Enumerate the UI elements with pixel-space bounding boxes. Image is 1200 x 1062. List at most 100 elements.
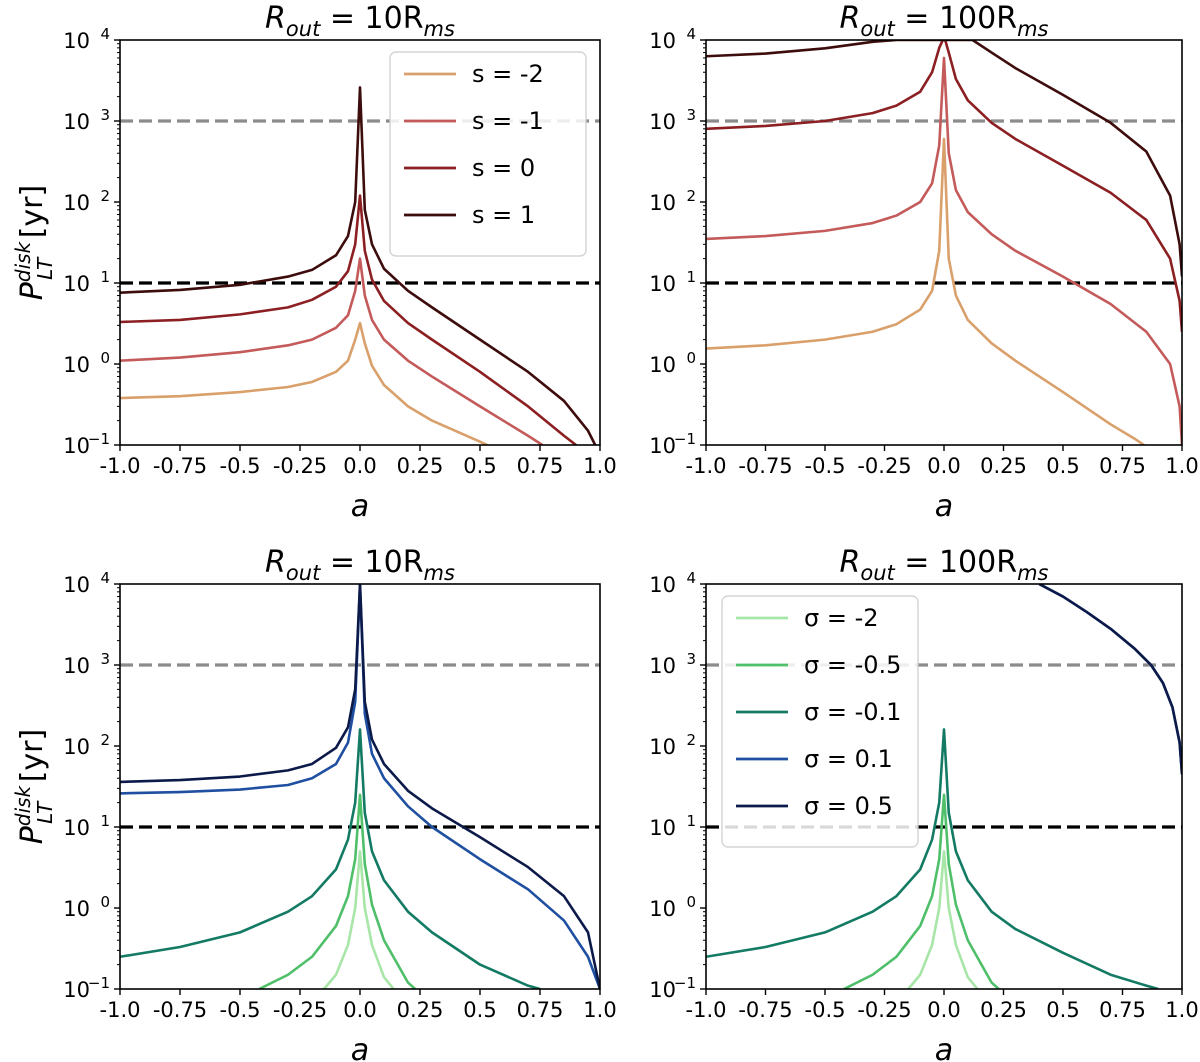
- panel-bottom-left: -1.0 -0.75 -0.5 -0.25 0.0 0.25 0.5 0.75 1.0 10−1 1…: [11, 545, 617, 1062]
- legend-box: [721, 595, 919, 848]
- panel-top-left: -1.0 -0.75 -0.5 -0.25 0.0 0.25 0.5 0.75 1.0 10−1 1…: [11, 1, 617, 524]
- series-line-s1-3: [120, 86, 597, 445]
- x-tick-label: -0.25: [273, 454, 327, 478]
- series-line-0.5-4: [1038, 584, 1182, 775]
- y-tick-label: 10−1: [63, 430, 110, 458]
- y-tick-label: 10 3: [649, 650, 696, 678]
- y-tick-label: 10 3: [649, 106, 696, 134]
- series-line-s-2-0: [120, 321, 488, 445]
- x-tick-label: -1.0: [686, 998, 727, 1022]
- x-tick-label: 0.25: [397, 454, 444, 478]
- panel-top-right: -1.0 -0.75 -0.5 -0.25 0.0 0.25 0.5 0.75 1.0 10−1 1…: [649, 1, 1198, 524]
- x-tick-label: -1.0: [686, 454, 727, 478]
- x-tick-label: -0.25: [857, 454, 911, 478]
- x-tick-label: 0.25: [397, 998, 444, 1022]
- x-tick-label: 0.0: [927, 454, 960, 478]
- series-line--2-0: [323, 850, 395, 989]
- y-tick-label: 10 4: [649, 569, 696, 597]
- legend-box: [389, 51, 587, 257]
- y-tick-label: 10 3: [63, 650, 110, 678]
- x-tick-label: 1.0: [583, 454, 616, 478]
- y-tick-label: 10 3: [63, 106, 110, 134]
- legend-label: σ = -0.1: [804, 698, 901, 726]
- legend: s = -2 s = -1 s = 0 s = 1: [389, 51, 587, 257]
- panel-title: Rout = 100Rms: [840, 1, 1049, 41]
- series-line--0.5-1: [843, 793, 1000, 989]
- series-line-s-1-1: [120, 257, 544, 445]
- x-tick-label: 0.25: [980, 454, 1027, 478]
- x-axis-label: a: [935, 489, 953, 524]
- y-tick-label: 10 0: [63, 893, 110, 921]
- y-axis-label: PdiskLT [yr]: [11, 729, 57, 844]
- x-tick-label: 1.0: [583, 998, 616, 1022]
- y-tick-label: 10 2: [649, 187, 696, 215]
- y-tick-label: 10 4: [649, 25, 696, 53]
- legend-label: σ = -0.5: [804, 651, 901, 679]
- legend-label: s = -1: [472, 107, 544, 135]
- x-tick-label: -0.25: [857, 998, 911, 1022]
- y-tick-label: 10 4: [63, 569, 110, 597]
- y-tick-label: 10 1: [63, 812, 110, 840]
- legend-label: s = 1: [472, 201, 535, 229]
- legend-label: σ = 0.1: [804, 745, 893, 773]
- series-group: [706, 584, 1182, 989]
- y-tick-label: 10 0: [649, 893, 696, 921]
- x-tick-label: 0.75: [1099, 998, 1146, 1022]
- x-tick-label: 0.5: [1046, 998, 1079, 1022]
- x-tick-label: -0.75: [738, 998, 792, 1022]
- x-tick-label: 0.75: [517, 454, 564, 478]
- y-tick-label: 10−1: [649, 430, 696, 458]
- panel-title: Rout = 100Rms: [840, 545, 1049, 585]
- series-group: [706, 40, 1182, 445]
- y-tick-label: 10−1: [649, 974, 696, 1002]
- y-tick-label: 10 1: [63, 268, 110, 296]
- x-tick-label: -0.5: [220, 998, 261, 1022]
- x-tick-label: 1.0: [1165, 998, 1198, 1022]
- axes-frame: [119, 583, 601, 990]
- x-tick-label: -0.75: [738, 454, 792, 478]
- x-tick-label: -0.5: [805, 454, 846, 478]
- x-tick-label: 0.5: [463, 454, 496, 478]
- y-tick-label: 10 2: [63, 187, 110, 215]
- series-line--0.1-2: [706, 728, 1159, 989]
- y-tick-label: 10 0: [63, 349, 110, 377]
- y-tick-label: 10 2: [63, 731, 110, 759]
- panel-title: Rout = 10Rms: [265, 1, 455, 41]
- legend-label: σ = 0.5: [804, 792, 893, 820]
- x-tick-label: -0.5: [220, 454, 261, 478]
- legend: σ = -2 σ = -0.5 σ = -0.1 σ = 0.1 σ = 0.5: [721, 595, 919, 848]
- series-line-s-2-0: [706, 137, 1145, 445]
- y-tick-label: 10 2: [649, 731, 696, 759]
- x-tick-label: 0.75: [517, 998, 564, 1022]
- x-tick-label: -1.0: [100, 998, 141, 1022]
- y-tick-label: 10 1: [649, 812, 696, 840]
- panel-bottom-right: -1.0 -0.75 -0.5 -0.25 0.0 0.25 0.5 0.75 1.0 10−1 1…: [649, 545, 1198, 1062]
- y-axis-label: PdiskLT [yr]: [11, 185, 57, 300]
- panel-title: Rout = 10Rms: [265, 545, 455, 585]
- x-tick-label: -0.75: [153, 998, 207, 1022]
- series-line--2-0: [907, 850, 979, 989]
- series-line-0.5-4: [120, 584, 600, 989]
- series-group: [120, 86, 597, 445]
- series-line--0.1-2: [120, 728, 541, 989]
- series-line-0.1-3: [120, 584, 600, 989]
- x-tick-label: 0.0: [343, 998, 376, 1022]
- legend-label: s = -2: [472, 60, 544, 88]
- series-line-s1-3: [706, 40, 1182, 277]
- x-tick-label: 0.5: [1046, 454, 1079, 478]
- series-group: [120, 584, 600, 989]
- x-tick-label: 1.0: [1165, 454, 1198, 478]
- legend-label: σ = -2: [804, 604, 879, 632]
- y-tick-label: 10 1: [649, 268, 696, 296]
- series-line-s0-2: [706, 40, 1182, 332]
- y-tick-label: 10 0: [649, 349, 696, 377]
- axes-frame: [705, 39, 1183, 446]
- y-tick-label: 10−1: [63, 974, 110, 1002]
- x-tick-label: -0.25: [273, 998, 327, 1022]
- x-tick-label: 0.75: [1099, 454, 1146, 478]
- series-line--0.5-1: [258, 793, 417, 989]
- x-tick-label: -1.0: [100, 454, 141, 478]
- y-tick-label: 10 4: [63, 25, 110, 53]
- series-line-s0-2: [120, 194, 577, 445]
